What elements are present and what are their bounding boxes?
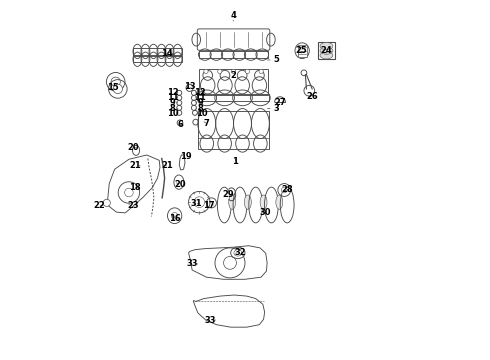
Ellipse shape: [276, 195, 283, 209]
Text: 20: 20: [127, 143, 139, 152]
Ellipse shape: [113, 84, 122, 94]
Text: 16: 16: [169, 214, 180, 223]
Text: 33: 33: [187, 260, 198, 269]
Text: 19: 19: [179, 152, 191, 161]
Text: 26: 26: [306, 91, 318, 100]
Ellipse shape: [320, 52, 333, 59]
Text: 17: 17: [203, 201, 215, 210]
Text: 13: 13: [184, 82, 196, 91]
Text: 10: 10: [196, 109, 207, 118]
Ellipse shape: [223, 256, 237, 269]
Ellipse shape: [259, 69, 263, 73]
Text: 12: 12: [167, 88, 179, 97]
Text: 29: 29: [222, 190, 234, 199]
Text: 25: 25: [295, 46, 307, 55]
Text: 8: 8: [197, 104, 203, 113]
Ellipse shape: [194, 197, 205, 207]
Ellipse shape: [320, 47, 333, 54]
Bar: [297, 45, 307, 57]
Ellipse shape: [231, 69, 236, 73]
Text: 8: 8: [170, 104, 176, 113]
Text: 9: 9: [170, 98, 176, 107]
Ellipse shape: [103, 199, 110, 206]
Text: 22: 22: [94, 201, 105, 210]
Text: 20: 20: [174, 180, 186, 189]
Bar: [318, 42, 335, 59]
Text: 4: 4: [230, 11, 236, 20]
Text: 21: 21: [162, 161, 173, 170]
Ellipse shape: [245, 69, 249, 73]
Ellipse shape: [229, 195, 236, 209]
Text: 24: 24: [320, 46, 332, 55]
Text: 28: 28: [281, 185, 293, 194]
Text: 5: 5: [273, 55, 279, 64]
Bar: [198, 94, 270, 102]
Text: 18: 18: [129, 183, 141, 192]
Ellipse shape: [204, 69, 208, 73]
Bar: [199, 69, 268, 95]
Ellipse shape: [234, 249, 242, 256]
Ellipse shape: [172, 212, 178, 219]
Text: 11: 11: [167, 93, 179, 102]
Text: 3: 3: [273, 104, 279, 113]
Text: 30: 30: [260, 208, 271, 217]
Text: 1: 1: [232, 157, 238, 166]
Bar: [133, 56, 182, 63]
Ellipse shape: [218, 69, 222, 73]
Ellipse shape: [281, 187, 287, 193]
Text: 15: 15: [107, 83, 119, 92]
Ellipse shape: [320, 42, 333, 50]
Text: 2: 2: [230, 71, 236, 80]
Bar: [133, 48, 182, 55]
Text: 27: 27: [274, 98, 286, 107]
Ellipse shape: [245, 195, 251, 209]
Ellipse shape: [124, 188, 133, 197]
Ellipse shape: [260, 195, 267, 209]
Text: 33: 33: [205, 315, 216, 324]
Text: 32: 32: [235, 248, 246, 257]
Text: 11: 11: [195, 93, 206, 102]
Text: 21: 21: [129, 161, 141, 170]
Text: 6: 6: [177, 121, 183, 130]
Text: 14: 14: [161, 49, 173, 58]
Text: 9: 9: [197, 98, 203, 107]
Text: 23: 23: [128, 201, 139, 210]
Text: 10: 10: [167, 109, 179, 118]
Text: 12: 12: [195, 88, 206, 97]
Text: 31: 31: [190, 199, 202, 208]
Bar: [199, 51, 268, 58]
Text: 7: 7: [204, 119, 210, 128]
Ellipse shape: [111, 77, 121, 86]
Bar: [198, 111, 270, 149]
